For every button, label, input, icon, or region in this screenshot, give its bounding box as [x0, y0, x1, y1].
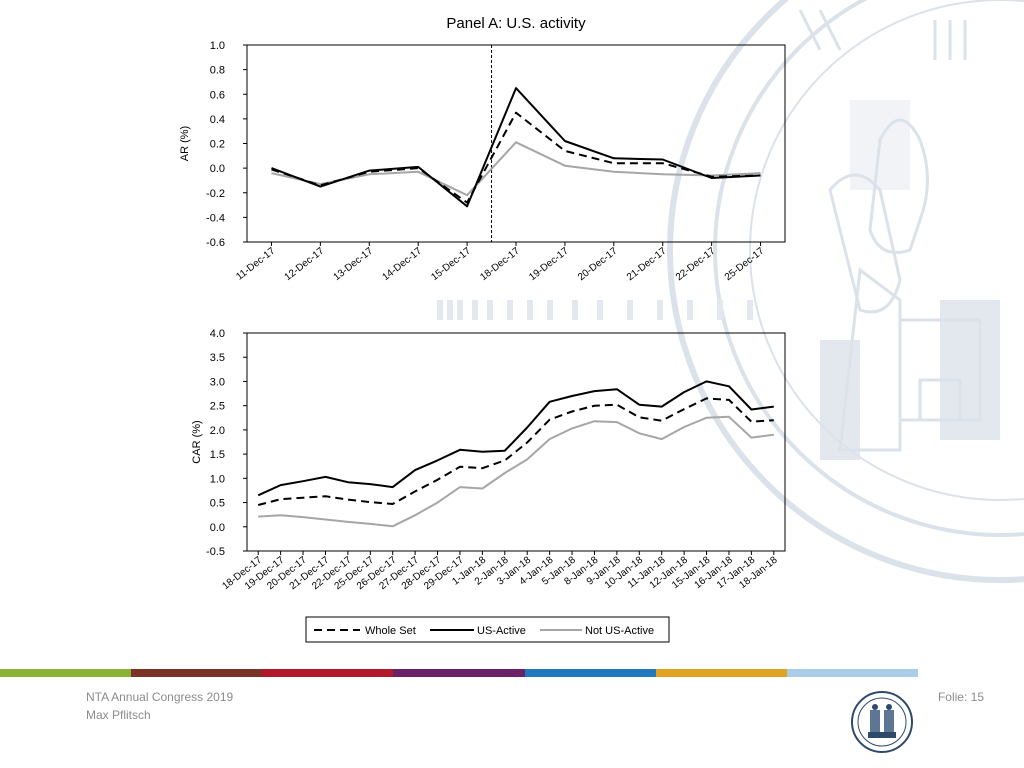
y-tick-label: 1.5	[210, 449, 225, 461]
footer-color-strip	[0, 669, 918, 677]
y-tick-label: -0.4	[206, 212, 225, 224]
y-tick-label: 4.0	[210, 328, 225, 340]
y-tick-label: 0.5	[210, 498, 225, 510]
slide-number: Folie: 15	[937, 690, 984, 704]
strip-segment-purple	[393, 669, 525, 677]
y-tick-label: 2.0	[210, 425, 225, 437]
y-tick-label: -0.5	[206, 546, 225, 558]
strip-segment-light-blue	[786, 669, 918, 677]
y-tick-label: 3.0	[210, 376, 225, 388]
series-line-us-active	[271, 87, 761, 208]
y-tick-label: 0.6	[210, 89, 225, 101]
plot-frame	[246, 332, 786, 552]
footer-author-name: Max Pflitsch	[86, 708, 151, 722]
series-line-not-us-active	[258, 415, 774, 528]
y-tick-label: 1.0	[210, 473, 225, 485]
strip-segment-blue	[524, 669, 656, 677]
series-line-not-us-active	[271, 141, 761, 197]
university-seal-icon	[851, 691, 913, 753]
footer-event-name: NTA Annual Congress 2019	[86, 690, 234, 704]
strip-segment-orange	[655, 669, 787, 677]
y-tick-label: 0.8	[210, 65, 225, 77]
legend-label-us-active: US-Active	[477, 625, 526, 637]
chart-title: Panel A: U.S. activity	[446, 15, 586, 32]
y-tick-label: 1.0	[210, 40, 225, 52]
strip-segment-red	[262, 669, 394, 677]
series-line-whole-set	[257, 397, 774, 506]
y-tick-label: 0.0	[210, 522, 225, 534]
y-tick-label: -0.6	[206, 237, 225, 249]
y-axis-label: CAR (%)	[191, 420, 203, 463]
legend-label-whole-set: Whole Set	[365, 625, 416, 637]
legend-box	[305, 616, 670, 643]
strip-segment-brown	[131, 669, 263, 677]
strip-segment-green	[0, 669, 132, 677]
y-tick-label: 2.5	[210, 401, 225, 413]
y-tick-label: -0.2	[206, 188, 225, 200]
y-tick-label: 0.0	[210, 163, 225, 175]
y-tick-label: 0.4	[210, 114, 225, 126]
series-line-us-active	[257, 380, 774, 497]
y-tick-label: 3.5	[210, 352, 225, 364]
y-axis-label: AR (%)	[179, 126, 191, 161]
legend-label-not-us-active: Not US-Active	[585, 625, 654, 637]
y-tick-label: 0.2	[210, 139, 225, 151]
